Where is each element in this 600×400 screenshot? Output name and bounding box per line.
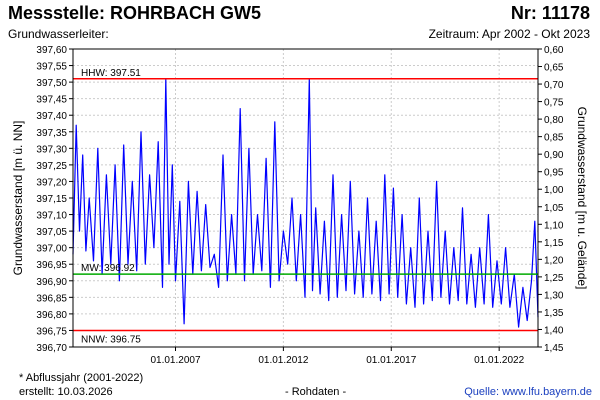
y2-tick-labels: 0,60 0,65 0,70 0,75 0,80 0,85 0,90 0,95 1,00 1,05… [538,45,564,354]
y2-tick-label: 1,20 [544,255,564,266]
reference-label-hhw: HHW: 397.51 [81,68,141,79]
aquifer-label: Grundwasserleiter: [8,27,109,41]
y-tick-label: 397,45 [36,95,67,106]
y2-tick-label: 0,85 [544,133,564,144]
y-tick-label: 397,20 [36,177,67,188]
y-tick-label: 396,70 [36,343,67,354]
y-tick-label: 397,30 [36,144,67,155]
y2-tick-label: 0,65 [544,63,564,74]
source-link[interactable]: Quelle: www.lfu.bayern.de [464,386,592,398]
y-tick-label: 396,90 [36,277,67,288]
created-date: erstellt: 10.03.2026 [19,386,113,398]
y2-tick-label: 0,60 [544,45,564,56]
y-tick-label: 397,40 [36,111,67,122]
y2-tick-label: 0,75 [544,98,564,109]
y2-tick-label: 1,40 [544,325,564,336]
y2-tick-label: 0,70 [544,80,564,91]
y-tick-label: 396,85 [36,293,67,304]
y-tick-label: 397,55 [36,62,67,73]
footnote: * Abflussjahr (2001-2022) [19,372,144,384]
series-line [72,78,539,328]
x-tick-labels: 01.01.2007 01.01.2012 01.01.2017 01.01.2022 [150,347,525,366]
station-number: Nr: 11178 [510,3,590,23]
reference-lines: HHW: 397.51 MW: 396.92 NNW: 396.75 [73,68,538,345]
series-layer [72,78,539,328]
y2-tick-label: 1,35 [544,308,564,319]
y-tick-label: 396,75 [36,326,67,337]
y2-tick-label: 0,90 [544,150,564,161]
y2-axis-label: Grundwasserstand [m u. Gelände] [575,107,589,290]
x-tick-label: 01.01.2007 [150,355,200,366]
y2-tick-label: 1,00 [544,185,564,196]
y-tick-label: 397,35 [36,128,67,139]
y2-tick-label: 1,10 [544,220,564,231]
y2-tick-label: 1,15 [544,238,564,249]
y2-tick-label: 1,30 [544,290,564,301]
reference-label-nnw: NNW: 396.75 [81,334,141,345]
y-tick-label: 397,50 [36,78,67,89]
x-tick-label: 01.01.2012 [258,355,308,366]
reference-label-mw: MW: 396.92 [81,263,135,274]
y-tick-label: 397,15 [36,194,67,205]
y-tick-label: 397,60 [36,45,67,56]
y-tick-label: 397,00 [36,244,67,255]
x-tick-label: 01.01.2017 [366,355,416,366]
y-tick-labels: 396,70 396,75 396,80 396,85 396,90 396,95 397,… [36,45,73,354]
y2-tick-label: 1,05 [544,203,564,214]
x-tick-label: 01.01.2022 [474,355,524,366]
y-tick-label: 397,10 [36,211,67,222]
data-type-label: - Rohdaten - [285,386,347,398]
y-tick-label: 397,25 [36,161,67,172]
period-label: Zeitraum: Apr 2002 - Okt 2023 [428,27,590,41]
y-axis-label: Grundwasserstand [m ü. NN] [11,121,25,276]
y2-tick-label: 1,25 [544,273,564,284]
y-tick-label: 397,05 [36,227,67,238]
y2-tick-label: 1,45 [544,343,564,354]
y-tick-label: 396,80 [36,310,67,321]
y-tick-label: 396,95 [36,260,67,271]
y2-tick-label: 0,80 [544,115,564,126]
page-title: Messstelle: ROHRBACH GW5 [8,3,262,23]
y2-tick-label: 0,95 [544,168,564,179]
